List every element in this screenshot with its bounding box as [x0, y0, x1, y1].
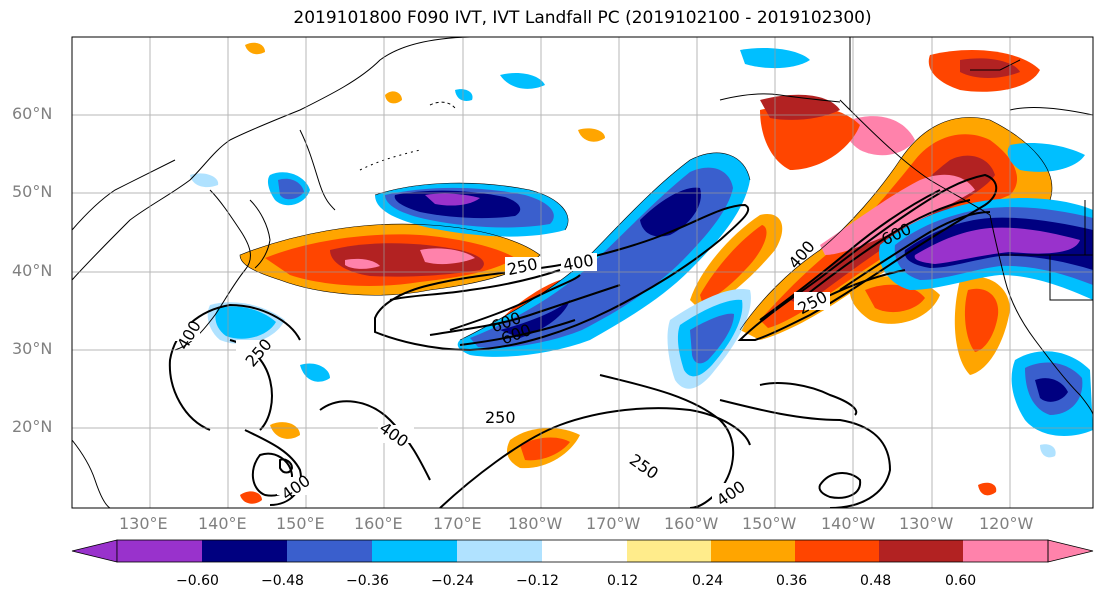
colorbar-tick-label: −0.24 [431, 573, 474, 589]
gridlines [72, 37, 1093, 508]
lon-label: 130°W [899, 514, 954, 533]
contour-label: 250 [626, 450, 662, 483]
ivt-shading [190, 42, 1093, 504]
colorbar-bin [879, 540, 963, 562]
colorbar-tick-label: 0.48 [860, 573, 892, 589]
lon-label: 130°E [119, 514, 168, 533]
colorbar-tick-label: 0.60 [945, 573, 977, 589]
colorbar-bin [963, 540, 1048, 562]
lon-label: 160°E [354, 514, 403, 533]
contour-label: 400 [713, 477, 749, 510]
colorbar-tick-label: 0.36 [776, 573, 808, 589]
colorbar-bin [627, 540, 711, 562]
colorbar-bin [287, 540, 372, 562]
colorbar-tick-label: 0.12 [607, 573, 639, 589]
colorbar [71, 539, 1094, 563]
lat-label: 50°N [12, 182, 53, 201]
colorbar-tick-label: 0.24 [692, 573, 724, 589]
lon-label: 140°E [198, 514, 247, 533]
colorbar-bin [795, 540, 879, 562]
contour-label: 400 [278, 471, 314, 504]
colorbar-bin [711, 540, 795, 562]
colorbar-tick-label: −0.36 [346, 573, 389, 589]
lon-label: 120°W [979, 514, 1034, 533]
lon-label: 170°E [433, 514, 482, 533]
lat-label: 40°N [12, 261, 53, 280]
colorbar-bin [372, 540, 457, 562]
colorbar-tick-label: −0.60 [176, 573, 219, 589]
contour-label: 400 [173, 317, 205, 353]
map-title: 2019101800 F090 IVT, IVT Landfall PC (20… [293, 8, 872, 28]
colorbar-extend-low [71, 539, 118, 563]
lon-label: 150°E [276, 514, 325, 533]
colorbar-extend-high [1047, 539, 1094, 563]
coastlines [72, 37, 1093, 508]
lat-label: 20°N [12, 417, 53, 436]
contour-label: 250 [485, 408, 516, 427]
colorbar-tick-label: −0.48 [261, 573, 304, 589]
colorbar-bin [542, 540, 627, 562]
lon-label: 160°W [664, 514, 719, 533]
lon-label: 170°W [586, 514, 641, 533]
lat-label: 30°N [12, 339, 53, 358]
colorbar-bin [117, 540, 202, 562]
colorbar-bin [202, 540, 287, 562]
lon-label: 150°W [742, 514, 797, 533]
lon-label: 140°W [821, 514, 876, 533]
contour-label: 400 [376, 418, 412, 451]
lon-label: 180°W [508, 514, 563, 533]
lat-label: 60°N [12, 104, 53, 123]
map-frame [71, 36, 1094, 509]
colorbar-tick-label: −0.12 [516, 573, 559, 589]
colorbar-bin [457, 540, 542, 562]
